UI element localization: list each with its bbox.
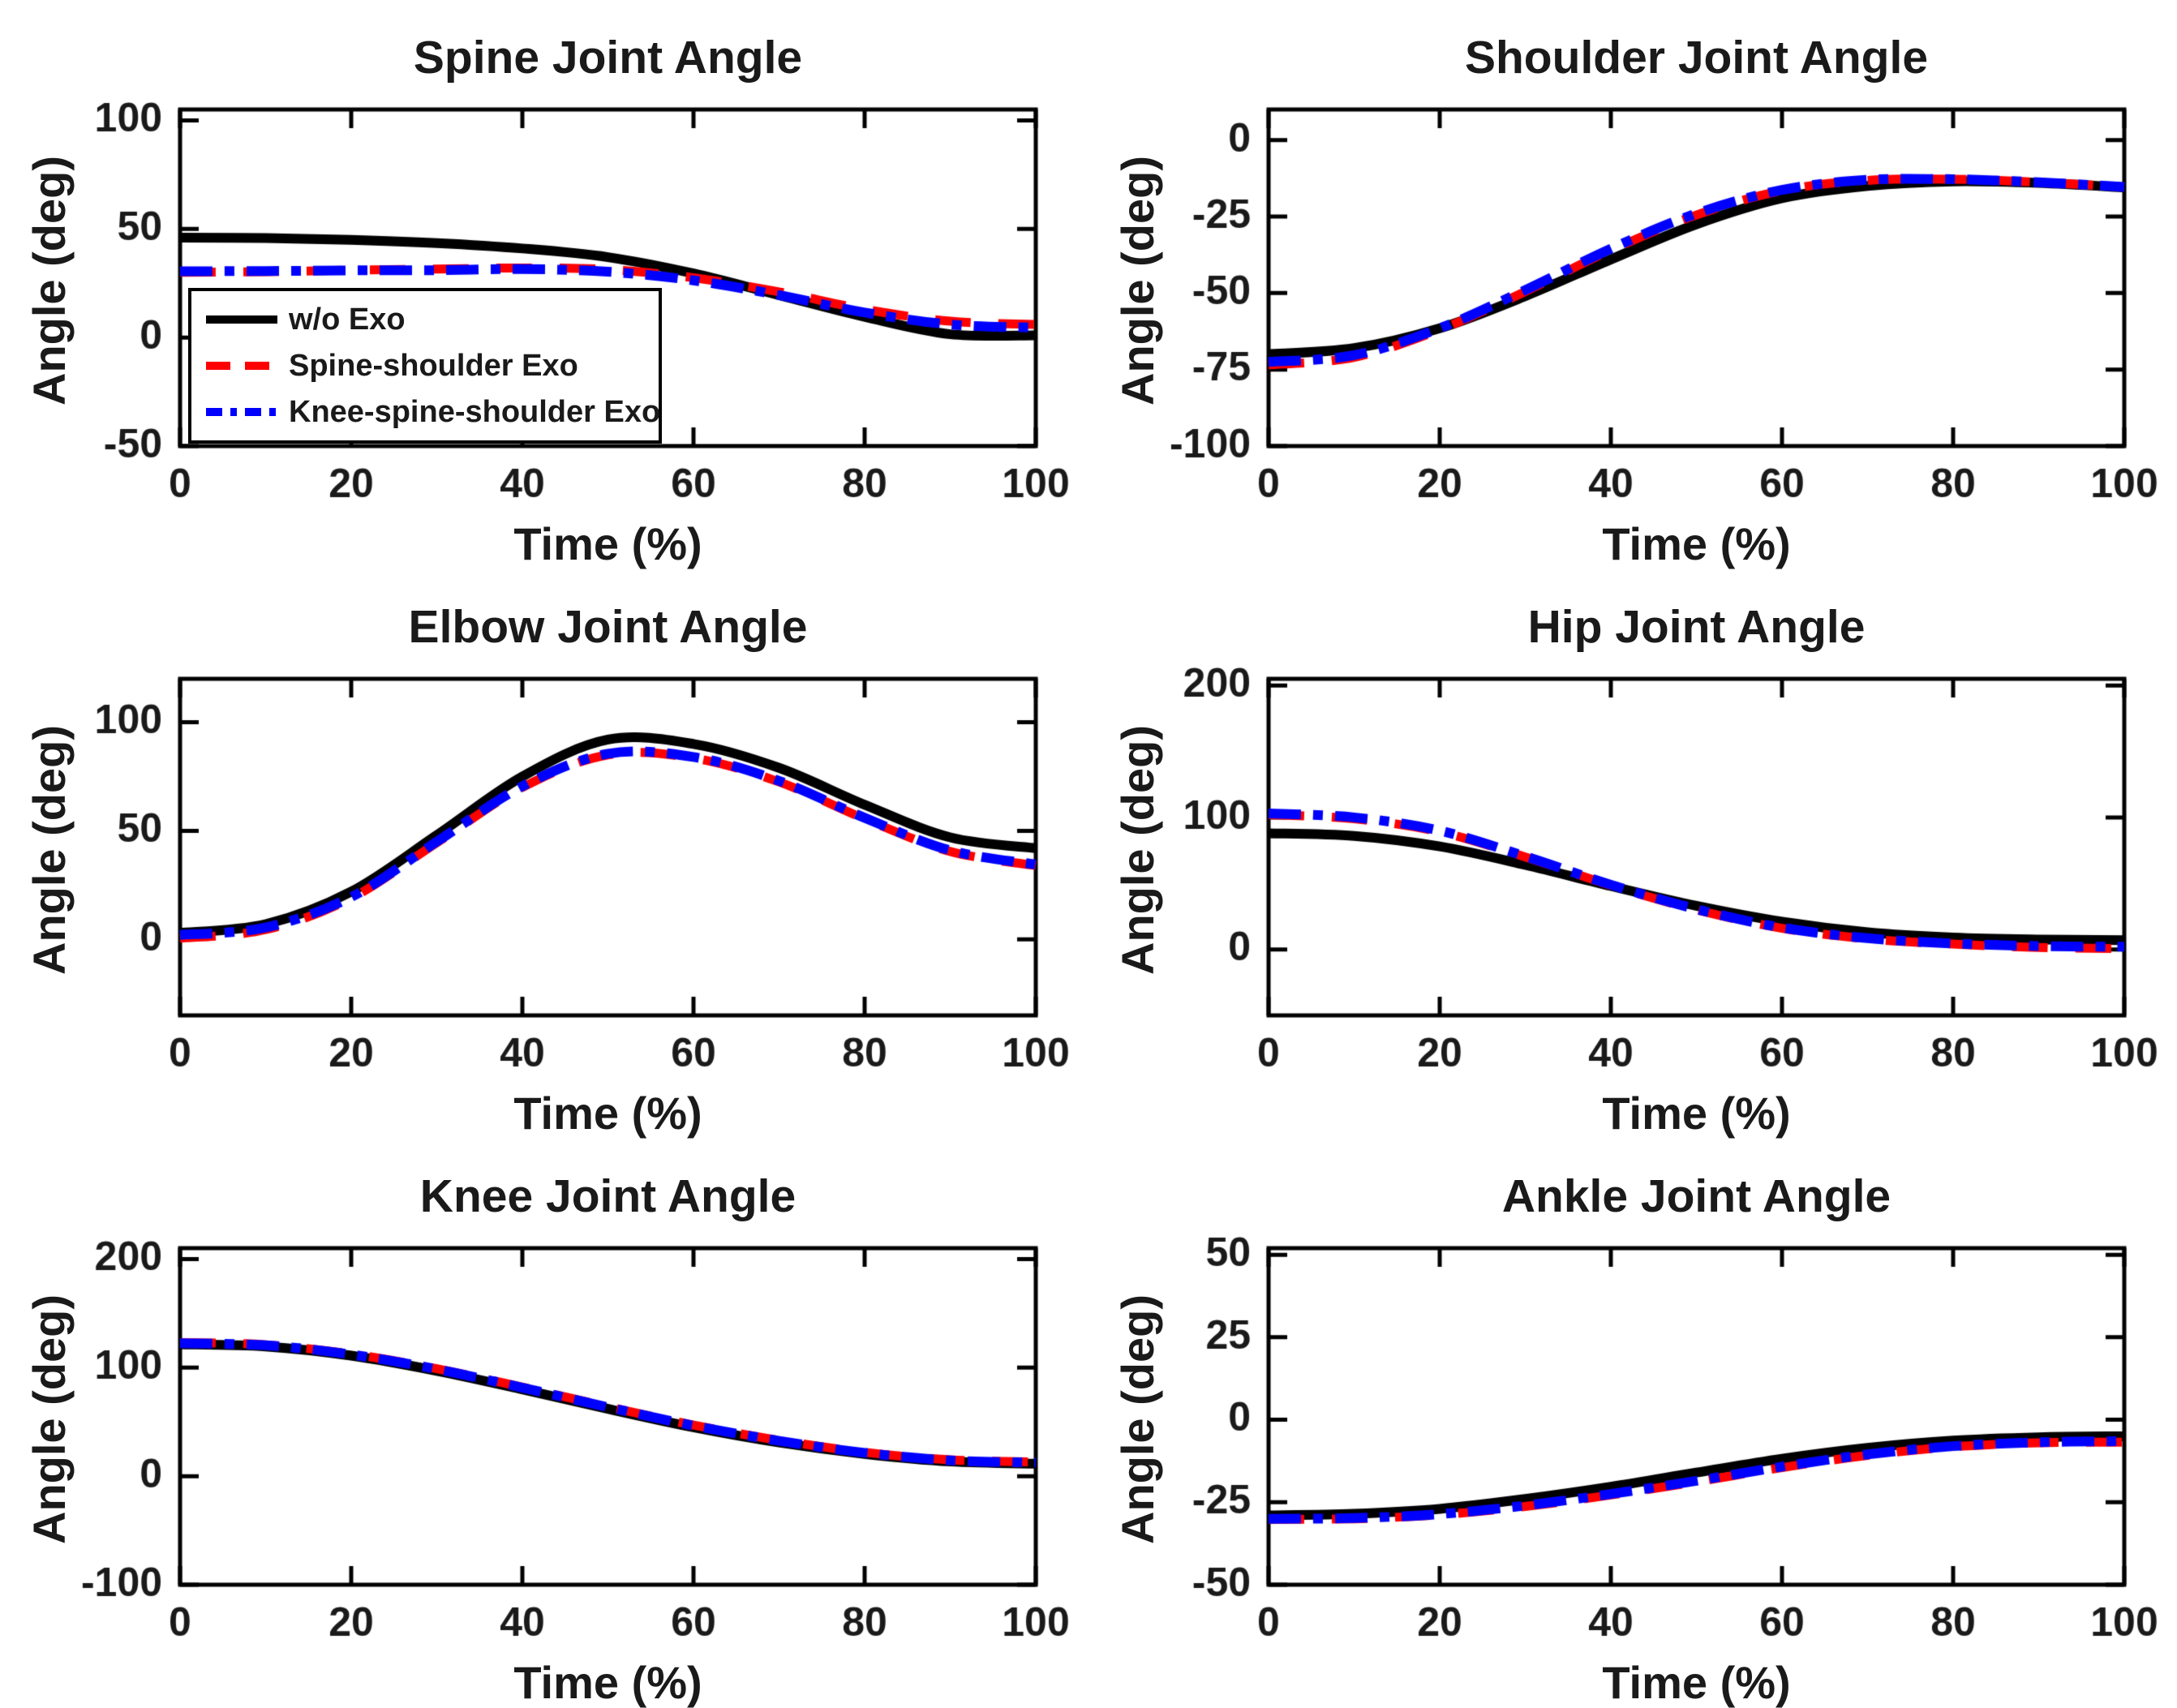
legend-line-solid-black-icon [206,315,277,324]
hip-ylabel: Angle (deg) [1112,725,1163,975]
elbow-xlabel: Time (%) [513,1088,702,1139]
subplot-elbow: Elbow Joint Angle Angle (deg) Time (%) [0,569,1088,1139]
hip-title: Hip Joint Angle [1527,601,1866,653]
hip-xlabel: Time (%) [1602,1088,1791,1139]
hip-plot-canvas [1088,569,2177,1139]
legend-item-spine-shoulder-exo: Spine-shoulder Exo [203,350,659,381]
legend-line-dashed-red-icon [206,361,277,370]
shoulder-title: Shoulder Joint Angle [1464,32,1929,84]
subplot-shoulder: Shoulder Joint Angle Angle (deg) Time (%… [1088,0,2177,569]
knee-title: Knee Joint Angle [419,1170,797,1222]
spine-plot-canvas [0,0,1088,569]
knee-xlabel: Time (%) [513,1657,702,1708]
legend-label-wo-exo: w/o Exo [289,302,406,337]
spine-title: Spine Joint Angle [413,32,803,84]
spine-ylabel: Angle (deg) [24,156,75,406]
knee-ylabel: Angle (deg) [24,1294,75,1544]
ankle-xlabel: Time (%) [1602,1657,1791,1708]
ankle-plot-canvas [1088,1139,2177,1708]
ankle-ylabel: Angle (deg) [1112,1294,1163,1544]
elbow-title: Elbow Joint Angle [408,601,808,653]
subplot-spine: Spine Joint Angle Angle (deg) Time (%) w… [0,0,1088,569]
subplot-hip: Hip Joint Angle Angle (deg) Time (%) [1088,569,2177,1139]
subplot-knee: Knee Joint Angle Angle (deg) Time (%) [0,1139,1088,1708]
legend-line-dashdot-blue-icon [206,408,277,417]
elbow-ylabel: Angle (deg) [24,725,75,975]
legend-label-knee-spine-shoulder-exo: Knee-spine-shoulder Exo [289,395,661,430]
legend-item-wo-exo: w/o Exo [203,304,659,335]
legend-label-spine-shoulder-exo: Spine-shoulder Exo [289,348,578,383]
legend-box: w/o Exo Spine-shoulder Exo Knee-spine-sh… [188,288,662,444]
shoulder-ylabel: Angle (deg) [1112,156,1163,406]
knee-plot-canvas [0,1139,1088,1708]
elbow-plot-canvas [0,569,1088,1139]
shoulder-plot-canvas [1088,0,2177,569]
subplot-ankle: Ankle Joint Angle Angle (deg) Time (%) [1088,1139,2177,1708]
shoulder-xlabel: Time (%) [1602,518,1791,569]
spine-xlabel: Time (%) [513,518,702,569]
ankle-title: Ankle Joint Angle [1501,1170,1891,1222]
legend-item-knee-spine-shoulder-exo: Knee-spine-shoulder Exo [203,395,661,430]
